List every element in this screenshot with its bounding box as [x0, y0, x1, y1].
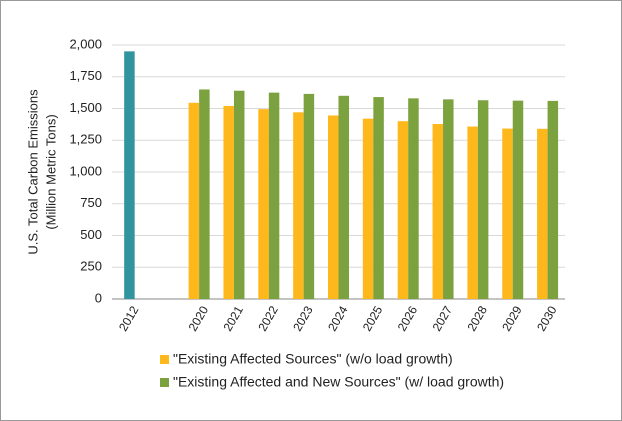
- y-tick-label: 2,000: [69, 36, 102, 51]
- bar: [223, 105, 234, 300]
- bar: [408, 98, 419, 299]
- bar: [443, 99, 454, 299]
- bar: [233, 90, 245, 299]
- bar: [547, 100, 559, 299]
- bar: [537, 128, 548, 299]
- bar: [268, 92, 280, 299]
- bar: [502, 128, 513, 299]
- bar: [397, 121, 409, 299]
- bar: [467, 126, 478, 299]
- legend-label: "Existing Affected Sources" (w/o load gr…: [173, 351, 453, 367]
- y-tick-label: 250: [80, 259, 102, 274]
- y-tick-label: 0: [95, 290, 102, 305]
- y-axis-title: U.S. Total Carbon Emissions: [25, 89, 40, 255]
- y-tick-label: 1,500: [69, 100, 102, 115]
- y-tick-label: 750: [80, 195, 102, 210]
- bar: [362, 118, 374, 299]
- legend-swatch: [160, 378, 169, 387]
- legend-label: "Existing Affected and New Sources" (w/ …: [173, 374, 504, 390]
- bar: [199, 89, 210, 299]
- bar: [338, 95, 349, 299]
- bar: [303, 93, 315, 300]
- y-tick-label: 500: [80, 227, 102, 242]
- bar: [373, 97, 384, 299]
- legend-swatch: [160, 355, 169, 364]
- y-axis-title: (Million Metric Tons): [43, 114, 58, 229]
- bar: [124, 51, 135, 299]
- y-tick-label: 1,250: [69, 132, 102, 147]
- y-tick-label: 1,750: [69, 68, 102, 83]
- y-tick-label: 1,000: [69, 163, 102, 178]
- bar: [432, 123, 444, 299]
- bar: [512, 100, 524, 299]
- bar: [258, 109, 269, 299]
- bar: [477, 100, 489, 300]
- bar: [293, 112, 304, 299]
- bar: [188, 102, 200, 299]
- bar: [328, 115, 339, 299]
